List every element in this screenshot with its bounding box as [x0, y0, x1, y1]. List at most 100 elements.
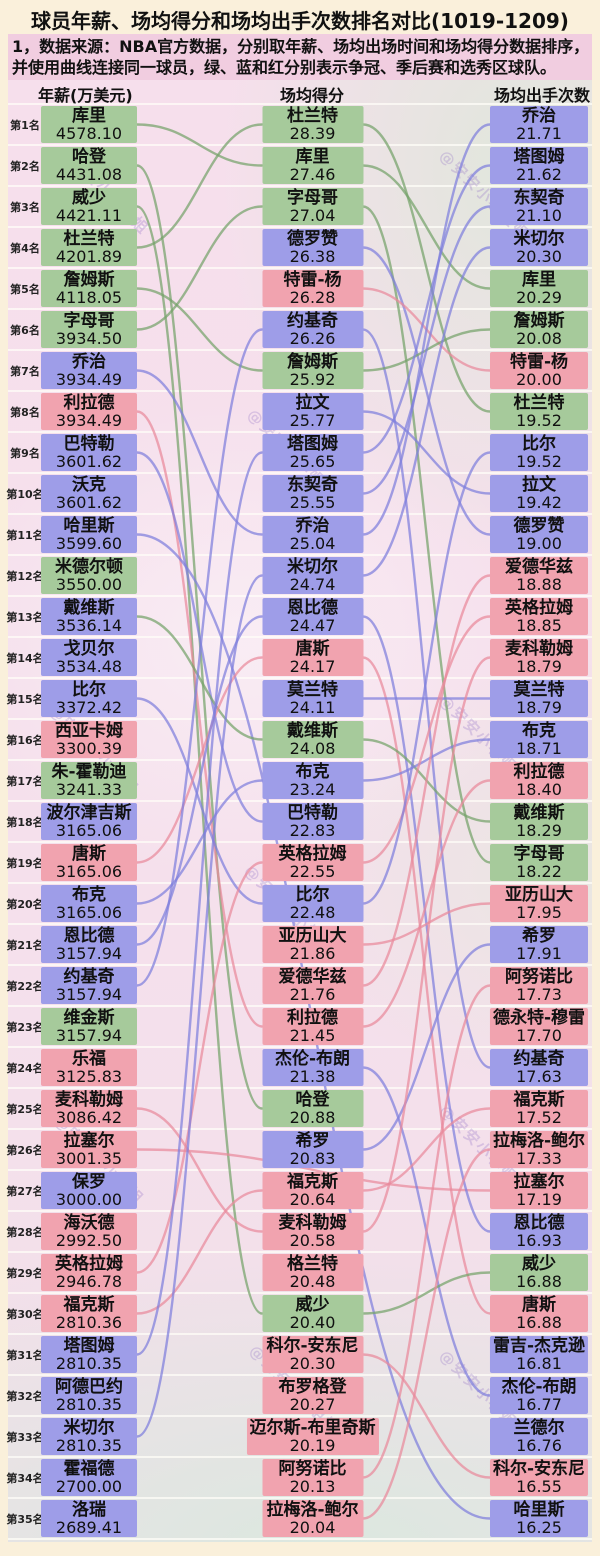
rank-row: 第26名 拉塞尔 3001.35 希罗 20.83 拉梅洛-鲍尔 17.33: [6, 1129, 592, 1170]
player-cell-salary: 洛瑞 2689.41: [41, 1500, 137, 1537]
player-name: 恩比德: [513, 1213, 565, 1233]
player-value: 4421.11: [55, 206, 123, 225]
row-separator-line: [8, 677, 592, 679]
player-name: 英格拉姆: [505, 598, 573, 618]
player-name: 威少: [295, 1295, 330, 1315]
player-name: 科尔-安东尼: [266, 1336, 359, 1356]
player-cell-salary: 阿德巴约 2810.35: [41, 1377, 137, 1414]
player-cell-salary: 塔图姆 2810.35: [41, 1336, 137, 1373]
player-name: 库里: [522, 270, 556, 290]
rank-row: 第1名 库里 4578.10 杜兰特 28.39 乔治 21.71: [8, 104, 592, 145]
player-name: 波尔津吉斯: [46, 803, 132, 823]
player-value: 20.13: [289, 1477, 336, 1496]
player-cell-points: 字母哥 27.04: [262, 188, 363, 225]
player-value: 3001.35: [55, 1149, 123, 1168]
player-name: 爱德华兹: [278, 967, 347, 987]
row-separator-line: [8, 513, 592, 515]
player-value: 3601.62: [55, 452, 123, 471]
player-connection-curve: [361, 902, 492, 946]
row-separator-line: [8, 1292, 592, 1294]
rank-row: 第6名 字母哥 3934.50 约基奇 26.26 詹姆斯 20.08: [8, 309, 592, 350]
player-value: 3372.42: [55, 698, 123, 717]
player-name: 比尔: [522, 434, 556, 454]
rank-label: 第11名: [6, 528, 44, 542]
player-cell-points: 迈尔斯-布里奇斯 20.19: [246, 1418, 379, 1455]
player-cell-salary: 字母哥 3934.50: [41, 311, 137, 348]
player-connection-curve: [135, 779, 264, 905]
player-connection-curve: [361, 1271, 492, 1315]
player-connection-curve: [361, 656, 492, 1315]
row-separator-line: [8, 923, 592, 925]
player-cell-salary: 乐福 3125.83: [41, 1049, 137, 1086]
player-name: 唐斯: [522, 1295, 556, 1315]
player-value: 3300.39: [55, 739, 123, 758]
player-value: 16.88: [516, 1272, 562, 1291]
player-cell-points: 米切尔 24.74: [262, 557, 363, 594]
player-connection-curve: [135, 123, 264, 167]
player-name: 特雷-杨: [509, 352, 569, 372]
player-value: 17.73: [516, 985, 562, 1004]
player-name: 拉梅洛-鲍尔: [266, 1500, 359, 1520]
player-value: 2700.00: [55, 1477, 123, 1496]
player-connection-curve: [361, 123, 492, 413]
player-cell-points: 布克 23.24: [262, 762, 363, 799]
chart-title: 球员年薪、场均得分和场均出手次数排名对比(1019-1209): [31, 9, 569, 33]
row-separator-line: [8, 1128, 592, 1130]
row-separator-line: [8, 636, 592, 638]
player-name: 科尔-安东尼: [492, 1459, 586, 1479]
player-value: 3157.94: [55, 985, 123, 1004]
player-cell-attempts: 亚历山大 17.95: [490, 885, 588, 922]
column-headers: 年薪(万美元) 场均得分 场均出手次数: [8, 80, 592, 105]
player-name: 哈登: [72, 147, 106, 167]
player-connection-curve: [361, 984, 492, 1479]
player-name: 布克: [522, 721, 556, 741]
player-value: 16.81: [516, 1354, 562, 1373]
player-cell-points: 拉梅洛-鲍尔 20.04: [262, 1500, 363, 1537]
player-connection-curve: [135, 123, 264, 249]
player-value: 19.00: [516, 534, 562, 553]
rank-label: 第15名: [6, 692, 44, 706]
player-cell-attempts: 特雷-杨 20.00: [490, 352, 588, 389]
player-value: 20.30: [289, 1354, 336, 1373]
player-cell-attempts: 威少 16.88: [490, 1254, 588, 1291]
player-cell-points: 亚历山大 21.86: [262, 926, 363, 963]
player-connection-curve: [135, 861, 264, 1274]
player-value: 25.55: [289, 493, 336, 512]
player-value: 24.08: [289, 739, 336, 758]
player-value: 17.52: [516, 1108, 562, 1127]
player-value: 3165.06: [55, 903, 123, 922]
player-value: 3157.94: [55, 1026, 123, 1045]
player-connection-curve: [135, 451, 264, 823]
player-value: 21.45: [289, 1026, 336, 1045]
player-value: 20.30: [516, 247, 562, 266]
player-cell-points: 特雷-杨 26.28: [262, 270, 363, 307]
rank-label: 第21名: [6, 938, 44, 952]
player-connection-curve: [361, 574, 492, 987]
rank-row: 第15名 比尔 3372.42 莫兰特 24.11 莫兰特 18.79: [6, 678, 592, 719]
player-name: 英格拉姆: [278, 844, 347, 864]
row-separator-line: [8, 1005, 592, 1007]
player-cell-points: 格兰特 20.48: [262, 1254, 363, 1291]
player-name: 海沃德: [63, 1213, 115, 1233]
row-separator-line: [8, 1251, 592, 1253]
player-name: 麦科勒姆: [278, 1213, 347, 1233]
player-value: 3934.49: [55, 411, 123, 430]
player-name: 约基奇: [287, 311, 338, 331]
player-cell-attempts: 东契奇 21.10: [490, 188, 588, 225]
player-value: 27.04: [289, 206, 336, 225]
player-value: 21.38: [289, 1067, 336, 1086]
note-line-1: 1，数据来源：NBA官方数据，分别取年薪、场均出场时间和场均得分数据排序，: [12, 37, 590, 56]
player-cell-points: 戴维斯 24.08: [262, 721, 363, 758]
player-cell-attempts: 希罗 17.91: [490, 926, 588, 963]
rank-label: 第5名: [10, 282, 40, 296]
player-cell-attempts: 利拉德 18.40: [490, 762, 588, 799]
player-name: 哈里斯: [63, 516, 115, 536]
player-name: 唐斯: [72, 844, 106, 864]
player-value: 20.48: [289, 1272, 336, 1291]
player-cell-salary: 约基奇 3157.94: [41, 967, 137, 1004]
player-name: 希罗: [522, 926, 556, 946]
player-name: 詹姆斯: [63, 270, 115, 290]
row-separator-line: [8, 308, 592, 310]
column-header-salary: 年薪(万美元): [38, 86, 133, 105]
player-value: 20.88: [289, 1108, 336, 1127]
